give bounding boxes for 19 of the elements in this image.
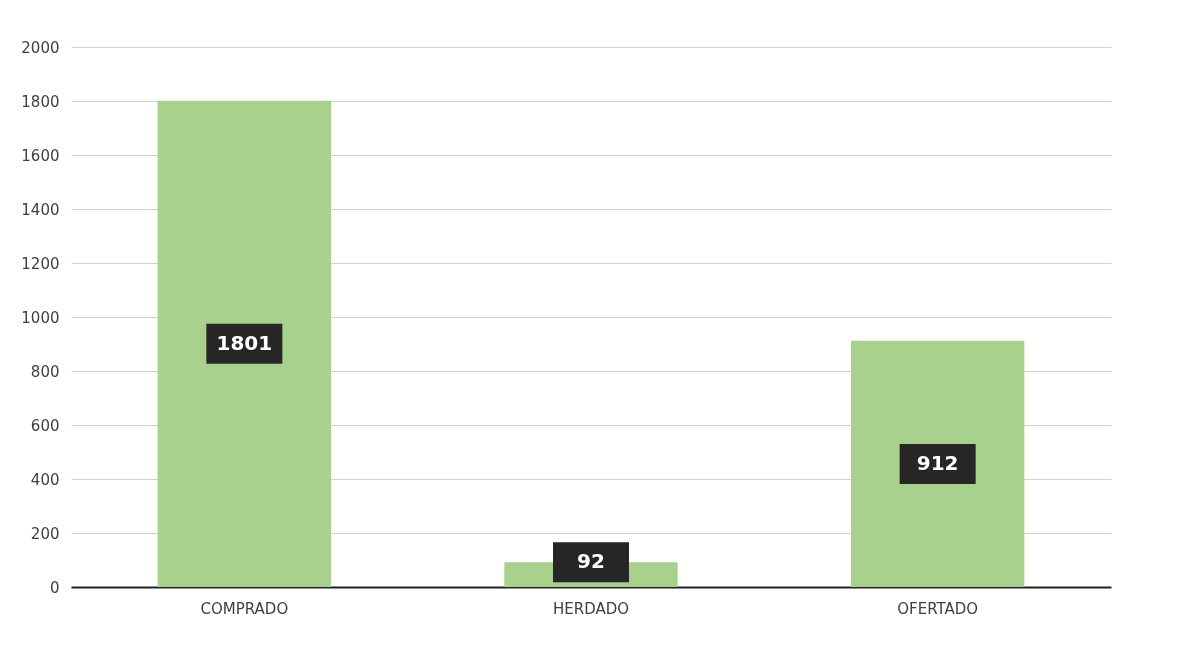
y-tick-label: 400 (30, 470, 60, 489)
x-tick-label: OFERTADO (897, 599, 979, 618)
y-tick-label: 1600 (21, 146, 60, 165)
y-tick-label: 800 (30, 362, 60, 381)
y-tick-label: 600 (30, 416, 60, 435)
y-tick-label: 1200 (21, 254, 60, 273)
y-tick-label: 200 (30, 524, 60, 543)
data-label: 1801 (216, 330, 273, 355)
data-label: 912 (916, 450, 959, 475)
bar (157, 100, 331, 587)
y-tick-label: 1800 (21, 92, 60, 111)
y-tick-label: 1000 (21, 308, 60, 327)
data-label: 92 (577, 549, 605, 574)
bar (851, 340, 1025, 587)
x-tick-label: HERDADO (552, 599, 630, 618)
y-tick-label: 1400 (21, 200, 60, 219)
y-tick-label: 2000 (21, 38, 60, 57)
x-tick-label: COMPRADO (200, 599, 289, 618)
y-tick-label: 0 (49, 578, 60, 597)
